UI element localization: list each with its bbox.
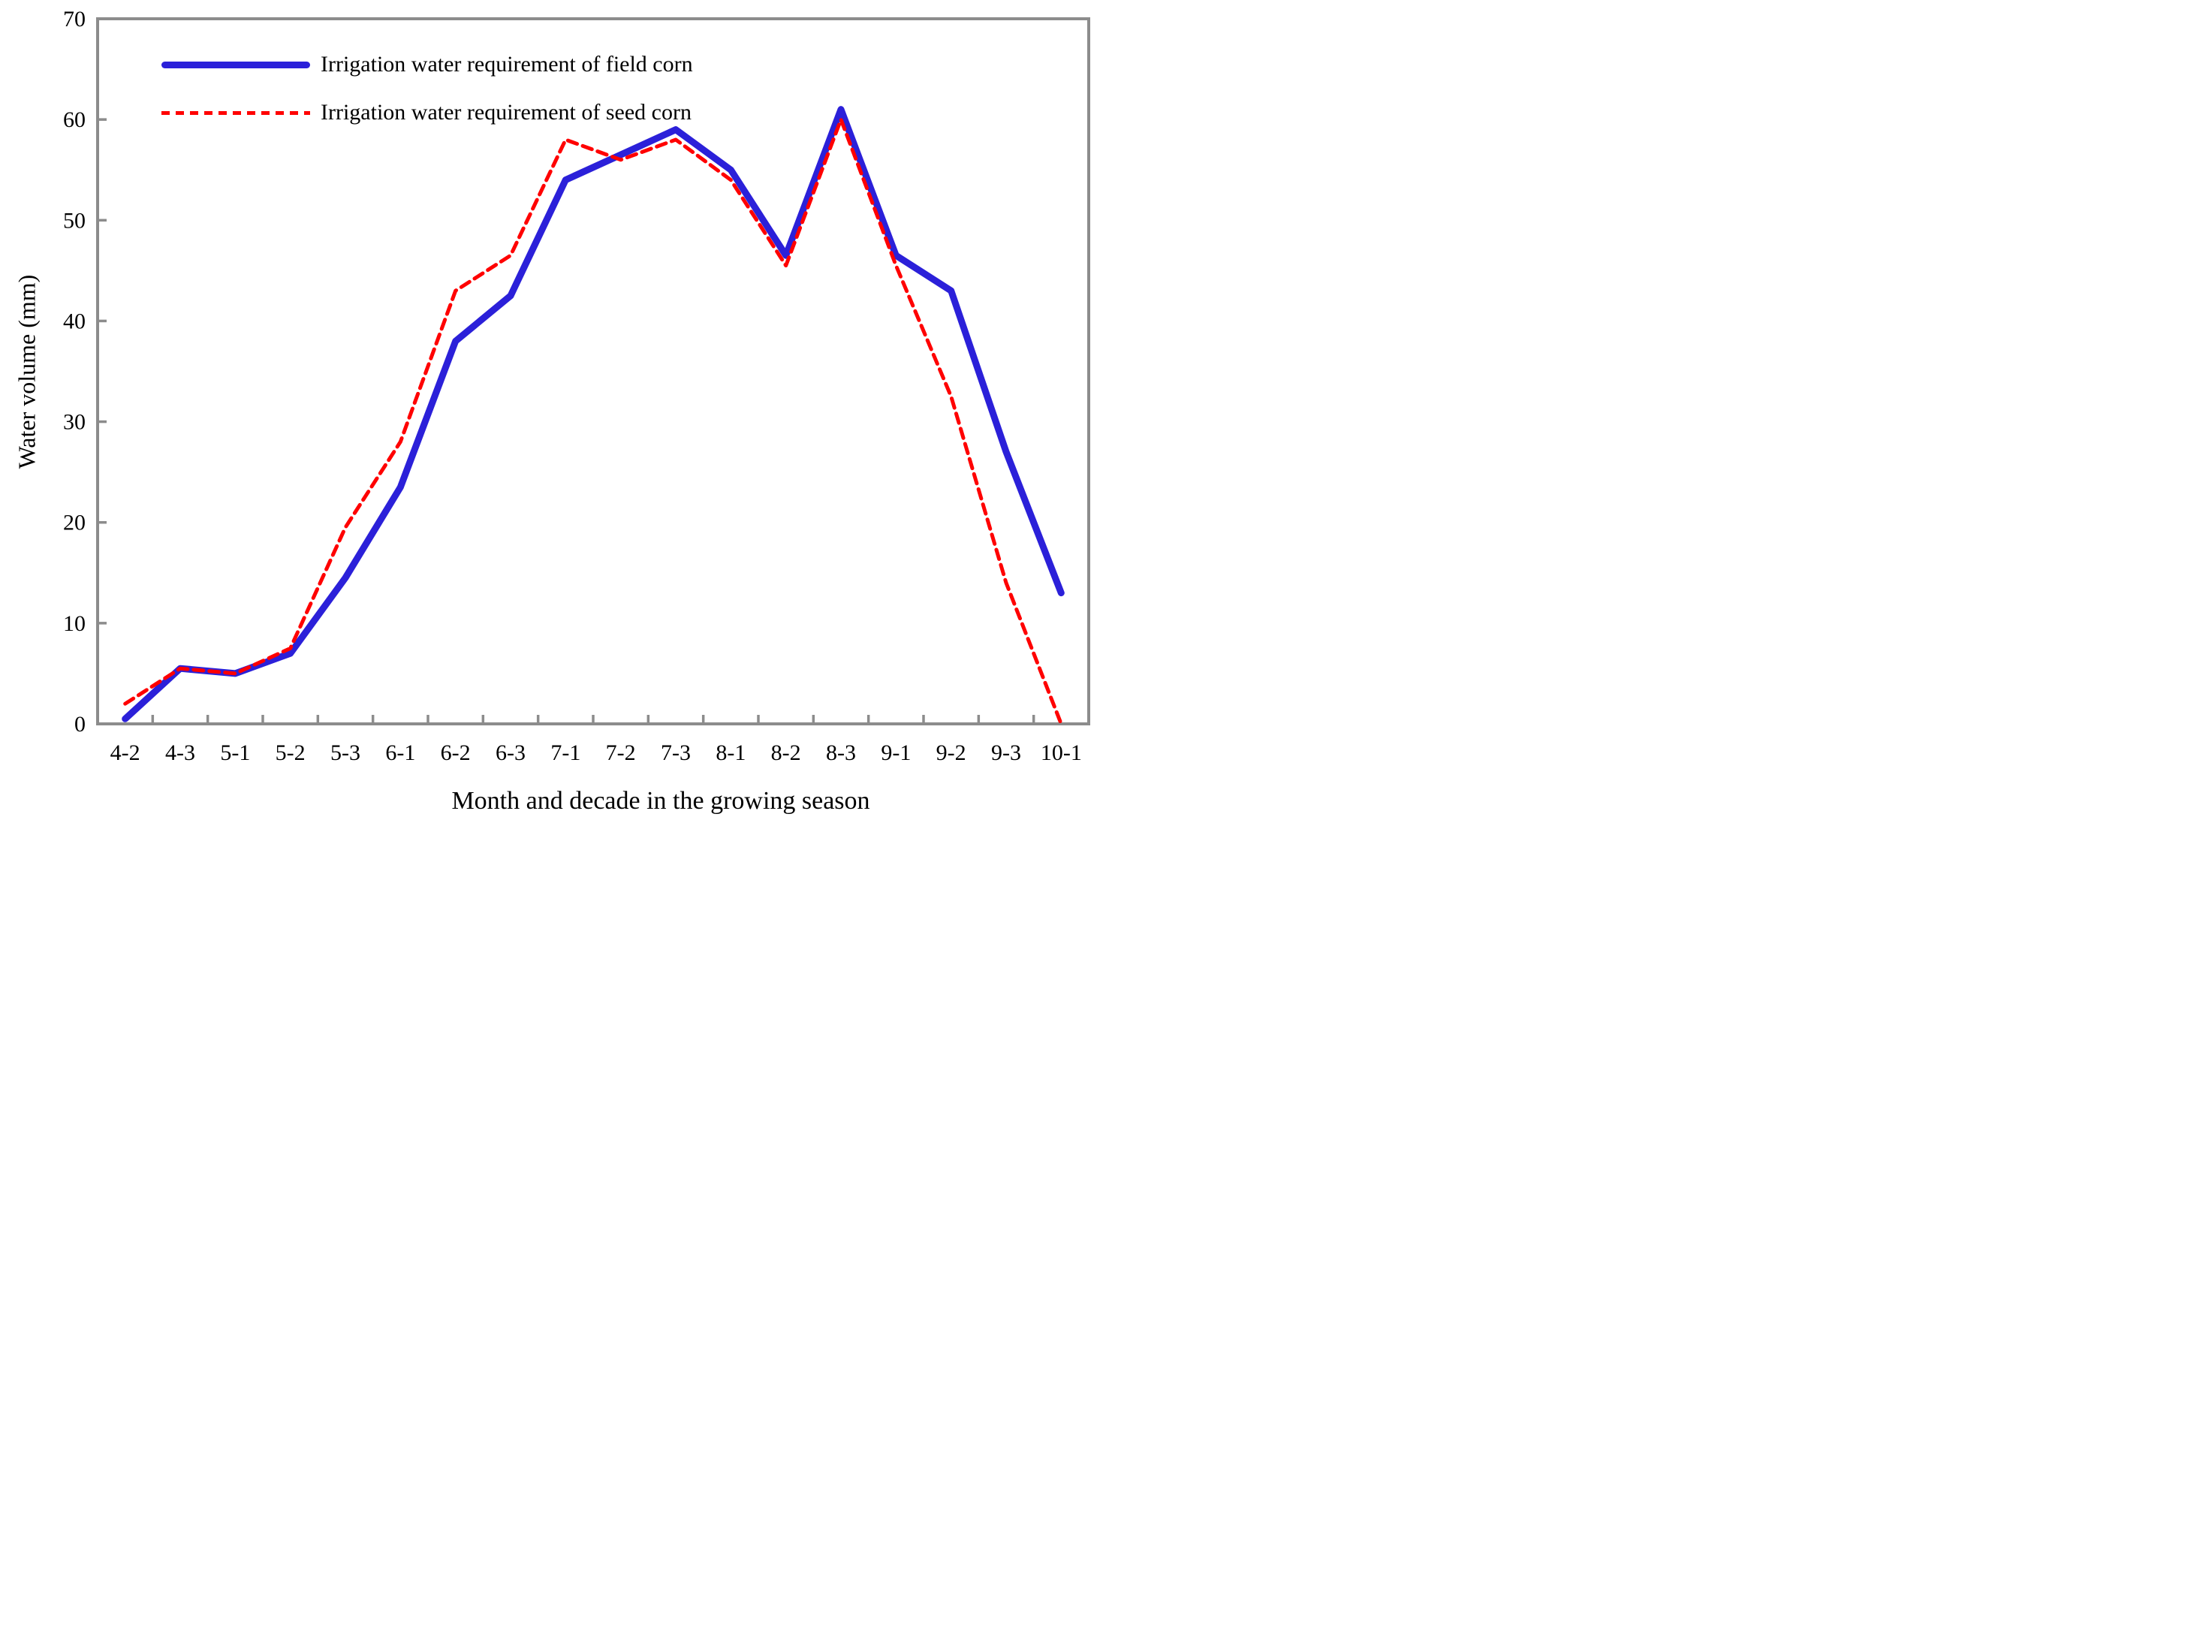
y-tick-label: 50 — [63, 208, 86, 233]
x-tick-label: 6-1 — [385, 740, 415, 765]
x-tick-label: 8-2 — [771, 740, 801, 765]
y-tick-label: 10 — [63, 611, 86, 636]
y-tick-label: 60 — [63, 107, 86, 132]
x-tick-label: 9-1 — [881, 740, 911, 765]
y-tick-label: 20 — [63, 511, 86, 535]
x-tick-label: 5-3 — [330, 740, 360, 765]
seed-corn-line-sample-icon — [161, 110, 310, 115]
legend-item-field-corn: Irrigation water requirement of field co… — [161, 52, 693, 77]
x-tick-label: 5-2 — [276, 740, 306, 765]
x-tick-label: 7-2 — [606, 740, 636, 765]
y-axis-title: Water volume (mm) — [13, 274, 41, 469]
x-tick-label: 8-1 — [716, 740, 746, 765]
legend-item-seed-corn: Irrigation water requirement of seed cor… — [161, 100, 692, 125]
x-tick-label: 5-1 — [220, 740, 250, 765]
x-tick-label: 7-3 — [661, 740, 691, 765]
line-chart: 0 10 20 30 40 50 60 70 4-2 4-3 5-1 5-2 5-3 6-1 6-2 6-3 7… — [63, 7, 1090, 765]
y-tick-label: 70 — [63, 7, 86, 32]
field-corn-line-sample-icon — [161, 61, 310, 68]
field-corn-line — [122, 106, 1065, 722]
x-tick-label: 7-1 — [550, 740, 580, 765]
legend-label-seed-corn: Irrigation water requirement of seed cor… — [321, 100, 692, 125]
x-tick-label: 8-3 — [826, 740, 856, 765]
irrigation-chart-figure: 0 10 20 30 40 50 60 70 4-2 4-3 5-1 5-2 5-3 6-1 6-2 6-3 7… — [0, 0, 1106, 826]
x-tick-label: 6-2 — [441, 740, 471, 765]
y-tick-label: 30 — [63, 410, 86, 435]
x-tick-label: 10-1 — [1041, 740, 1082, 765]
seed-corn-line — [123, 117, 1063, 726]
x-tick-label: 9-2 — [936, 740, 966, 765]
legend-label-field-corn: Irrigation water requirement of field co… — [321, 52, 693, 77]
x-tick-label: 9-3 — [991, 740, 1021, 765]
y-tick-label: 0 — [74, 712, 86, 737]
y-tick-label: 40 — [63, 309, 86, 333]
x-axis-title: Month and decade in the growing season — [451, 787, 870, 815]
x-tick-label: 6-3 — [496, 740, 526, 765]
x-tick-label: 4-2 — [110, 740, 140, 765]
x-tick-label: 4-3 — [165, 740, 195, 765]
